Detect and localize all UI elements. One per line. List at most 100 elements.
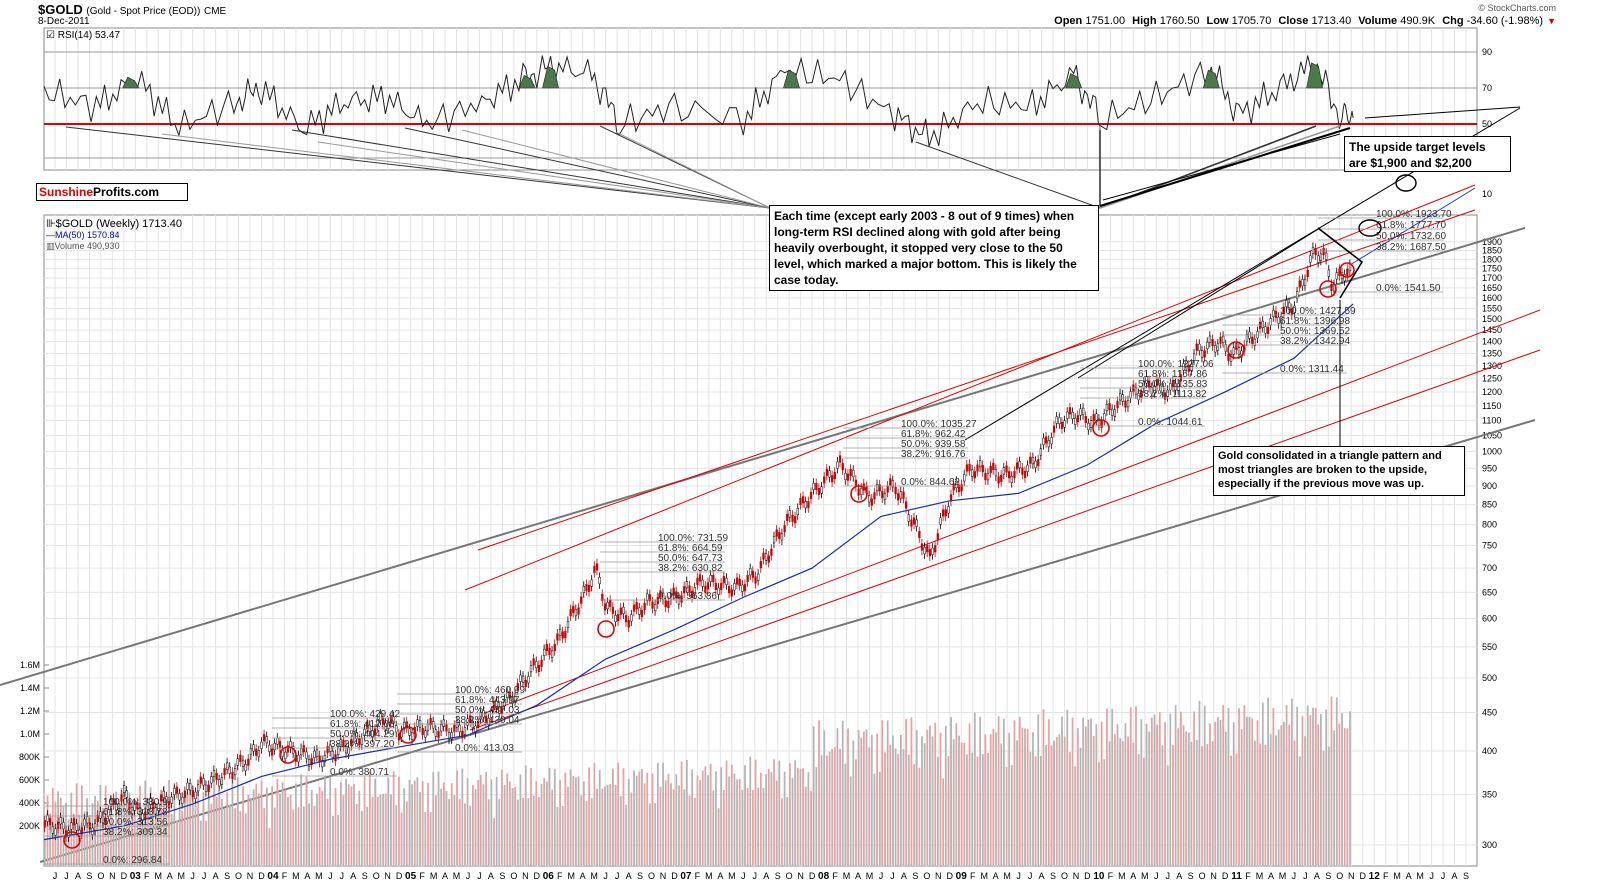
price-tick-label: 1450 — [1482, 325, 1502, 335]
volume-tick-label: 200K — [19, 821, 40, 831]
volume-bar — [1113, 734, 1116, 865]
candle-body — [1026, 464, 1029, 472]
candle-body — [577, 607, 580, 615]
volume-bar — [667, 773, 670, 865]
candle-body — [928, 549, 932, 557]
volume-bar — [1024, 728, 1026, 865]
volume-bar — [564, 772, 567, 865]
candle-body — [709, 575, 712, 583]
volume-bar — [876, 733, 878, 865]
x-tick-label: J — [615, 871, 620, 881]
candle-body — [1068, 407, 1072, 415]
volume-bar — [1150, 717, 1153, 865]
volume-bar — [324, 776, 326, 865]
volume-bar — [1219, 720, 1222, 865]
candle-body — [1322, 247, 1325, 256]
volume-bar — [963, 742, 966, 865]
volume-bar — [1301, 715, 1304, 865]
price-tick-label: 900 — [1482, 481, 1497, 491]
volume-bar — [1032, 732, 1034, 865]
volume-bar — [1290, 698, 1293, 865]
candle-body — [1261, 320, 1264, 328]
volume-bar — [73, 816, 75, 865]
rsi-connector-line — [461, 129, 771, 209]
volume-bar — [110, 796, 112, 865]
candle-body — [883, 493, 887, 501]
x-tick-label: D — [121, 871, 128, 881]
x-tick-label: F — [282, 871, 288, 881]
x-tick-label: M — [292, 871, 300, 881]
candle-body — [968, 463, 971, 471]
volume-bar — [878, 771, 881, 865]
volume-bar — [165, 803, 168, 865]
candle-body — [556, 633, 559, 641]
candle-body — [955, 480, 958, 489]
high-value: 1760.50 — [1159, 15, 1200, 27]
volume-bar — [1187, 732, 1190, 865]
volume-bar — [886, 720, 889, 865]
candle-body — [1089, 420, 1093, 428]
volume-bar — [973, 712, 976, 865]
candle-body — [133, 803, 136, 811]
candle-body — [204, 784, 208, 792]
fib-level-label: 50.0%: 437.03 — [455, 705, 520, 716]
volume-bars — [44, 696, 1351, 865]
volume-bar — [490, 779, 493, 865]
candle-body — [376, 718, 379, 727]
volume-bar — [693, 797, 696, 865]
volume-bar — [469, 805, 472, 865]
bottom-circle — [1339, 262, 1355, 278]
volume-bar — [371, 796, 374, 865]
candle-body — [1253, 338, 1257, 346]
candle-body — [1314, 247, 1317, 255]
x-tick-label: D — [809, 871, 816, 881]
candle-body — [450, 732, 453, 740]
x-tick-label: N — [1210, 871, 1217, 881]
volume-bar — [580, 795, 583, 865]
volume-bar — [979, 716, 982, 865]
candle-body — [1071, 412, 1074, 420]
volume-bar — [347, 784, 350, 865]
candle-body — [1100, 420, 1103, 428]
candle-body — [1000, 474, 1003, 482]
candle-body — [86, 816, 89, 824]
candle-body — [228, 766, 231, 774]
candle-body — [733, 583, 736, 591]
volume-bar — [1243, 705, 1246, 865]
x-tick-label: O — [648, 871, 655, 881]
low-label: Low — [1206, 15, 1229, 27]
candle-body — [516, 683, 519, 691]
bottom-circle — [850, 485, 868, 503]
x-tick-label: J — [53, 871, 58, 881]
volume-bar — [543, 777, 546, 865]
fib-level-label: 0.0%: 844.62 — [901, 477, 960, 488]
candle-body — [326, 746, 329, 754]
volume-bar — [833, 746, 836, 865]
x-tick-label: J — [1303, 871, 1308, 881]
volume-bar — [1190, 741, 1193, 865]
candle-body — [1198, 343, 1201, 351]
volume-bar — [263, 807, 266, 865]
volume-bar — [1103, 759, 1106, 865]
volume-bar — [1320, 713, 1322, 865]
volume-bar — [281, 782, 284, 865]
x-tick-label: A — [1268, 871, 1274, 881]
ohlc-readout: Open 1751.00 High 1760.50 Low 1705.70 Cl… — [1054, 15, 1556, 27]
volume-bar — [1230, 755, 1233, 865]
candle-body — [167, 801, 171, 809]
rsi-check-icon: ☑ — [46, 30, 55, 41]
candle-body — [593, 565, 596, 573]
candle-body — [717, 587, 720, 595]
volume-bar — [1224, 731, 1227, 865]
candle-body — [1097, 418, 1101, 426]
volume-bar — [427, 782, 429, 865]
x-tick-label: A — [717, 871, 723, 881]
candle-body — [1298, 280, 1301, 288]
volume-bar — [244, 813, 247, 865]
volume-bar — [83, 811, 86, 865]
candle-body — [416, 719, 419, 727]
candle-body — [963, 474, 966, 482]
rsi-connector-line — [404, 127, 771, 209]
upper-gray-trendline — [0, 227, 1526, 686]
volume-bar — [1106, 708, 1108, 865]
